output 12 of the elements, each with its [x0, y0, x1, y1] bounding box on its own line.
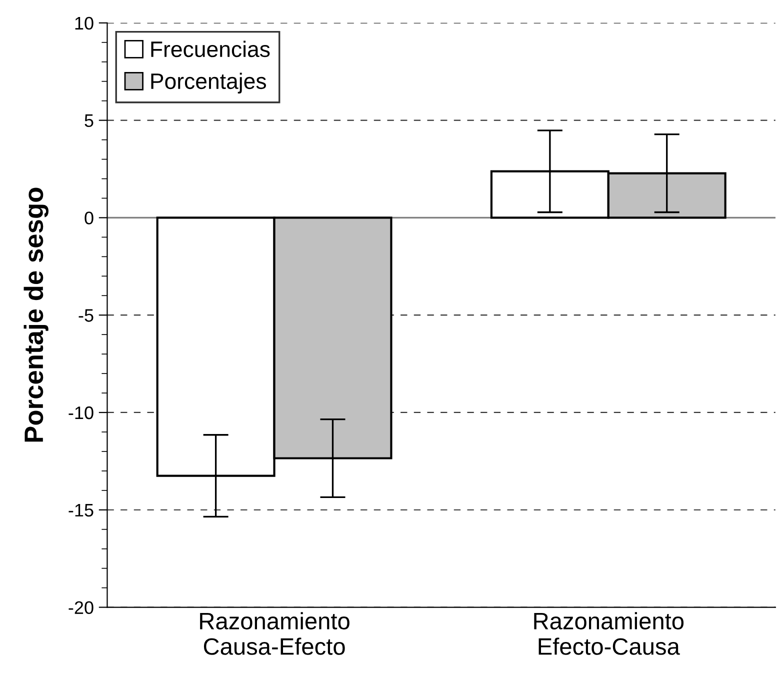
y-tick-label: -15 — [68, 504, 94, 517]
y-axis-title: Porcentaje de sesgo — [24, 188, 48, 442]
y-tick-label: -20 — [68, 601, 94, 614]
y-tick-label: -5 — [78, 309, 94, 322]
legend-label: Porcentajes — [151, 72, 266, 94]
x-tick-label: Razonamiento Causa-Efecto — [200, 612, 350, 655]
y-tick-label: 10 — [75, 16, 94, 30]
y-tick-label: -10 — [68, 406, 94, 420]
y-tick-label: 5 — [84, 114, 94, 128]
y-tick-label: 0 — [84, 212, 94, 224]
legend-label: Frecuencias — [151, 40, 270, 58]
x-tick-label: Razonamiento Efecto-Causa — [534, 612, 684, 655]
